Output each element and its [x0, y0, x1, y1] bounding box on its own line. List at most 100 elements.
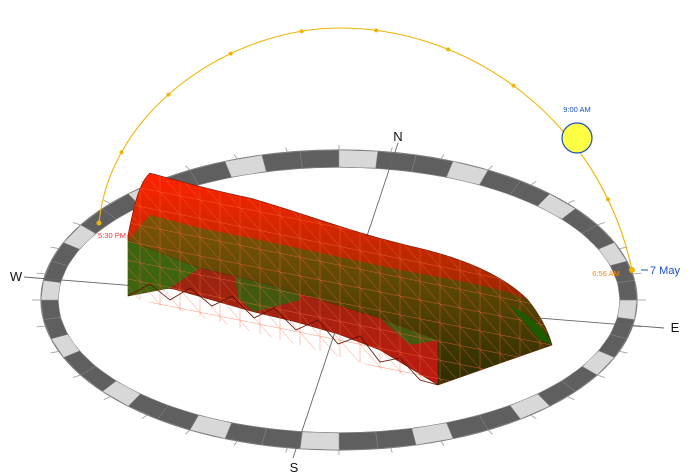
mesh-edge [139, 225, 161, 249]
mesh-edge [439, 322, 461, 328]
mesh-edge [419, 299, 441, 323]
mesh-edge [479, 330, 501, 354]
mesh-edge [480, 406, 500, 410]
mesh-edge [259, 230, 281, 254]
mesh-edge [459, 382, 481, 385]
mesh-edge [159, 360, 181, 384]
mesh-edge [139, 262, 161, 286]
mesh-edge [419, 356, 441, 361]
mesh-edge [159, 322, 181, 328]
mesh-edge [459, 307, 481, 331]
mesh-edge [299, 219, 321, 225]
mesh-edge [179, 326, 201, 350]
mesh-edge [399, 277, 421, 282]
mesh-edge [359, 306, 381, 312]
mesh-edge [240, 395, 260, 399]
mesh-edge [239, 338, 261, 362]
mesh-edge [179, 364, 201, 369]
ring-tick [440, 440, 445, 446]
mesh-edge [128, 333, 141, 339]
mesh-edge [359, 287, 381, 311]
mesh-edge [479, 349, 501, 354]
sun-icon[interactable] [561, 122, 593, 154]
mesh-edge [299, 313, 321, 318]
mesh-edge [279, 309, 301, 314]
mesh-edge [159, 247, 181, 253]
mesh-edge [220, 391, 240, 395]
mesh-edge [459, 326, 481, 350]
mesh-edge [519, 338, 541, 344]
mesh-edge [219, 297, 241, 321]
mesh-edge [299, 332, 321, 337]
mesh-edge [339, 208, 361, 214]
mesh-edge [480, 387, 500, 410]
mesh-edge [259, 305, 281, 310]
mesh-edge [279, 253, 301, 258]
mesh-edge [339, 246, 361, 251]
ring-tick [233, 154, 238, 160]
ring-segment [261, 151, 303, 172]
mesh-edge [159, 229, 181, 234]
mesh-edge [199, 218, 221, 223]
mesh-edge [399, 220, 421, 244]
mesh-edge [159, 229, 181, 253]
mesh-edge [500, 429, 520, 452]
mesh-edge [399, 258, 421, 282]
mesh-edge [519, 244, 541, 250]
mesh-edge [299, 294, 321, 318]
mesh-edge [159, 247, 181, 271]
mesh-edge [259, 286, 281, 292]
mesh-edge [139, 187, 161, 211]
mesh-edge [239, 245, 261, 250]
mesh-edge [259, 380, 281, 385]
mesh-edge [139, 318, 161, 342]
mesh-edge [179, 251, 201, 275]
mesh-edge [539, 305, 552, 310]
mesh-edge [159, 191, 181, 197]
mesh-edge [299, 200, 321, 206]
mesh-edge [139, 206, 161, 211]
mesh-edge [519, 301, 541, 325]
mesh-edge [339, 340, 361, 364]
mesh-edge [200, 387, 220, 391]
mesh-edge [279, 328, 301, 333]
mesh-edge [259, 286, 281, 310]
mesh-edge [520, 470, 540, 474]
mesh-edge [219, 278, 241, 302]
mesh-edge [480, 387, 500, 391]
ring-tick [50, 246, 60, 250]
date-label[interactable]: 7 May [650, 265, 680, 277]
mesh-edge [359, 344, 381, 368]
ring-tick [596, 222, 606, 226]
mesh-edge [159, 210, 181, 234]
mesh-edge [279, 215, 301, 239]
sun-hour-dot [166, 92, 171, 97]
mesh-edge [199, 330, 221, 336]
mesh-edge [259, 267, 281, 273]
mesh-edge [280, 403, 300, 426]
mesh-edge [159, 341, 181, 347]
mesh-edge [499, 240, 521, 264]
mesh-edge [259, 211, 281, 217]
mesh-edge [200, 406, 220, 410]
mesh-edge [279, 290, 301, 314]
mesh-edge [239, 301, 261, 306]
mesh-edge [320, 393, 340, 416]
mesh-edge [379, 310, 401, 316]
ring-segment [224, 154, 267, 178]
mesh-edge [520, 433, 540, 437]
mesh-edge [519, 357, 541, 381]
mesh-edge [540, 418, 560, 441]
mesh-edge [499, 259, 521, 265]
mesh-edge [220, 410, 240, 414]
mesh-edge [339, 302, 361, 308]
mesh-edge [179, 345, 201, 369]
mesh-edge [540, 455, 560, 476]
mesh-edge [380, 405, 400, 428]
ring-tick [530, 180, 537, 186]
mesh-edge [399, 333, 421, 338]
mesh-edge [359, 250, 381, 255]
mesh-edge [459, 289, 481, 313]
mesh-edge [439, 341, 461, 365]
mesh-edge [519, 282, 541, 287]
